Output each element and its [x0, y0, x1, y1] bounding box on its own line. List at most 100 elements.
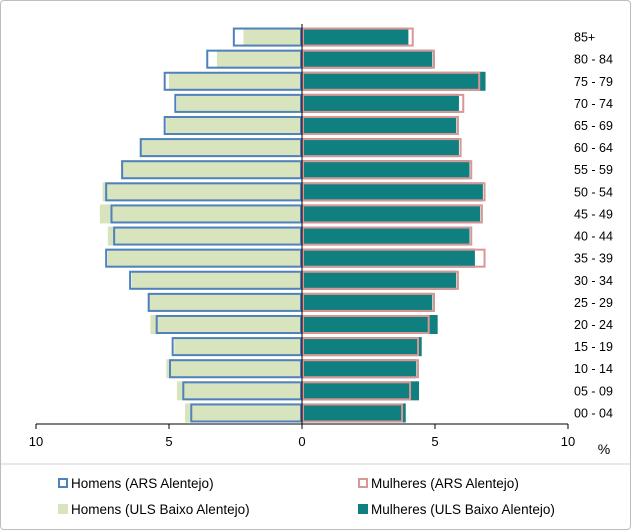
male-ars-bar	[105, 182, 302, 202]
male-uls-bar	[243, 27, 302, 47]
male-uls-bar	[176, 381, 302, 401]
female-uls-bar	[302, 49, 433, 69]
male-ars-bar	[163, 71, 302, 91]
female-uls-bar	[302, 292, 433, 312]
male-uls-bar	[150, 314, 302, 335]
female-ars-bar	[302, 160, 473, 180]
male-uls-bar	[166, 359, 302, 379]
female-uls-bar	[302, 115, 457, 136]
x-tick-label: 5	[431, 434, 438, 449]
age-group-label: 60 - 64	[574, 141, 613, 155]
male-uls-bar	[176, 93, 302, 113]
male-uls-bar	[121, 160, 303, 180]
female-ars-bar	[302, 314, 430, 335]
male-ars-bar	[190, 403, 302, 423]
age-group-label: 85+	[574, 31, 595, 45]
legend-swatch	[358, 478, 368, 488]
legend-swatch	[358, 504, 368, 514]
male-ars-bar	[169, 359, 302, 379]
male-ars-bar	[232, 27, 302, 47]
age-group-label: 15 - 19	[574, 340, 613, 354]
age-group-label: 05 - 09	[574, 384, 613, 398]
female-uls-bar	[302, 248, 475, 268]
male-uls-bar	[131, 270, 302, 290]
female-uls-bar	[302, 204, 481, 224]
age-group-label: 45 - 49	[574, 207, 613, 221]
male-ars-bar	[110, 204, 303, 224]
male-uls-bar	[107, 226, 302, 246]
male-ars-bar	[206, 49, 303, 69]
female-ars-bar	[302, 49, 435, 69]
female-uls-bar	[302, 403, 406, 423]
age-group-label: 70 - 74	[574, 97, 613, 111]
age-group-label: 55 - 59	[574, 163, 613, 177]
female-uls-bar	[302, 138, 459, 158]
female-ars-bar	[302, 403, 404, 423]
age-group-label: 65 - 69	[574, 119, 613, 133]
male-ars-bar	[121, 160, 303, 180]
female-ars-bar	[302, 292, 435, 312]
female-ars-bar	[302, 270, 459, 290]
female-ars-bar	[302, 27, 414, 47]
male-ars-bar	[163, 115, 302, 136]
x-tick-label: 10	[29, 434, 43, 449]
male-ars-bar	[155, 314, 302, 335]
legend-swatch	[58, 478, 68, 488]
male-uls-bar	[99, 204, 302, 224]
female-uls-bar	[302, 381, 420, 401]
female-uls-bar	[302, 27, 409, 47]
age-group-label: 50 - 54	[574, 185, 613, 199]
female-ars-bar	[302, 248, 486, 268]
male-ars-bar	[147, 292, 302, 312]
female-uls-bar	[302, 270, 457, 290]
age-group-label: 30 - 34	[574, 274, 613, 288]
female-ars-bar	[302, 337, 420, 357]
female-ars-bar	[302, 204, 483, 224]
age-group-label: 35 - 39	[574, 252, 613, 266]
female-ars-bar	[302, 138, 462, 158]
male-ars-bar	[105, 248, 302, 268]
female-uls-bar	[302, 337, 422, 357]
female-ars-bar	[302, 226, 473, 246]
age-group-label: 75 - 79	[574, 75, 613, 89]
female-ars-bar	[302, 71, 481, 91]
male-ars-bar	[171, 337, 302, 357]
male-uls-bar	[166, 115, 302, 136]
legend-label: Homens (ULS Baixo Alentejo)	[71, 502, 250, 517]
x-tick-label: 5	[165, 434, 172, 449]
male-ars-bar	[182, 381, 302, 401]
age-group-label: 20 - 24	[574, 318, 613, 332]
female-uls-bar	[302, 182, 483, 202]
female-ars-bar	[302, 381, 412, 401]
male-uls-bar	[107, 248, 302, 268]
female-uls-bar	[302, 359, 417, 379]
legend-label: Mulheres (ARS Alentejo)	[371, 476, 519, 491]
male-uls-bar	[147, 292, 302, 312]
male-uls-bar	[169, 71, 302, 91]
female-ars-bar	[302, 93, 465, 113]
x-tick-label: 10	[561, 434, 575, 449]
male-uls-bar	[216, 49, 302, 69]
age-group-label: 10 - 14	[574, 362, 613, 376]
male-ars-bar	[129, 270, 302, 290]
male-ars-bar	[174, 93, 303, 113]
female-uls-bar	[302, 226, 470, 246]
male-uls-bar	[184, 403, 302, 423]
male-uls-bar	[102, 182, 302, 202]
male-uls-bar	[174, 337, 302, 357]
female-ars-bar	[302, 115, 459, 136]
male-ars-bar	[113, 226, 302, 246]
x-tick-label: 0	[298, 434, 305, 449]
female-uls-bar	[302, 160, 470, 180]
female-ars-bar	[302, 359, 420, 379]
age-group-label: 80 - 84	[574, 53, 613, 67]
legend-label: Mulheres (ULS Baixo Alentejo)	[371, 502, 555, 517]
x-unit-label: %	[598, 441, 610, 457]
age-group-label: 25 - 29	[574, 296, 613, 310]
age-group-label: 00 - 04	[574, 406, 613, 420]
female-uls-bar	[302, 93, 459, 113]
legend-swatch	[58, 504, 68, 514]
female-uls-bar	[302, 71, 486, 91]
female-uls-bar	[302, 314, 438, 335]
